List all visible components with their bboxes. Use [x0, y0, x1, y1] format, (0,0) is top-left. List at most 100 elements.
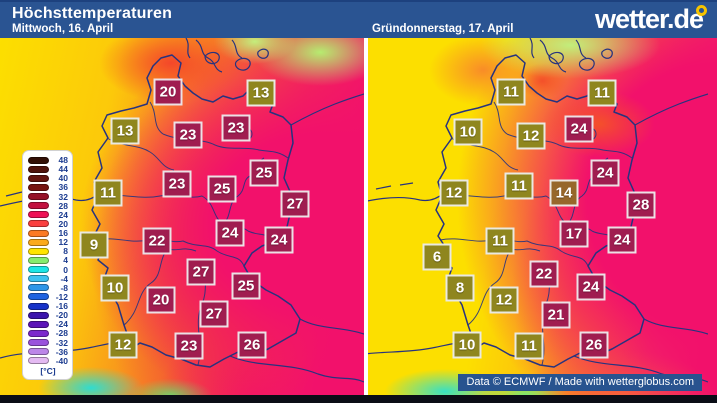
legend-value: 40: [58, 173, 68, 184]
temp-label: 11: [587, 79, 617, 107]
legend-color-swatch: [28, 165, 49, 173]
legend-value: 4: [63, 255, 68, 266]
legend-color-swatch: [28, 256, 49, 264]
legend-value: 44: [58, 164, 68, 175]
temp-label: 13: [110, 117, 140, 145]
legend-row: -20: [28, 311, 68, 319]
legend-value: 0: [63, 264, 68, 275]
temp-label: 20: [146, 286, 176, 314]
legend-value: -36: [55, 346, 68, 357]
legend-row: -36: [28, 346, 68, 357]
legend-row: 44: [28, 165, 68, 173]
temp-label: 26: [237, 331, 267, 359]
left-map-date: Mittwoch, 16. April: [12, 23, 114, 35]
temp-label: 28: [626, 191, 656, 219]
temp-label: 12: [516, 122, 546, 150]
legend-value: -16: [55, 301, 68, 311]
temp-label: 23: [162, 170, 192, 198]
temp-label: 11: [514, 332, 544, 360]
legend-row: -28: [28, 328, 68, 339]
temp-label: 12: [489, 286, 519, 314]
page-title: Höchsttemperaturen: [12, 5, 173, 22]
temp-label: 24: [564, 115, 594, 143]
legend-row: -40: [28, 357, 68, 365]
maps-container: 20 13 13 23 23 11 23 25 25 27 9 22 24 24 10 27 25 20 27 12 2…: [0, 38, 717, 395]
legend-row: -16: [28, 302, 68, 310]
map-right: 11 11 10 12 24 12 11 14 24 28 6 11 17 24 8 22 24 12 21 10 11…: [368, 38, 717, 395]
legend-color-swatch: [28, 202, 49, 210]
legend-value: -12: [55, 291, 68, 302]
legend-value: 36: [58, 182, 68, 193]
legend-row: 48: [28, 156, 68, 164]
temp-label: 11: [485, 227, 515, 255]
legend-row: -8: [28, 284, 68, 292]
legend-value: 20: [58, 218, 68, 229]
legend-color-swatch: [28, 229, 49, 237]
header: Höchsttemperaturen Mittwoch, 16. April G…: [0, 0, 717, 38]
legend-value: -32: [55, 337, 68, 348]
temp-label: 27: [199, 300, 229, 328]
legend-color-swatch: [28, 238, 49, 246]
legend-color-swatch: [28, 220, 49, 228]
temp-label: 9: [79, 231, 109, 259]
legend-color-swatch: [28, 193, 49, 200]
temp-label: 24: [264, 226, 294, 254]
legend-color-swatch: [28, 311, 49, 319]
brand-logo[interactable]: wetter.de: [594, 4, 707, 35]
legend-color-swatch: [28, 183, 49, 191]
legend-row: 4: [28, 255, 68, 266]
legend-value: 28: [58, 200, 68, 211]
legend-value: 16: [58, 228, 68, 238]
legend-color-swatch: [28, 275, 49, 283]
legend-row: 36: [28, 182, 68, 193]
legend-value: -20: [55, 310, 68, 321]
temp-label: 26: [579, 331, 609, 359]
temp-label: 20: [153, 78, 183, 106]
attribution: Data © ECMWF / Made with wetterglobus.co…: [458, 374, 702, 391]
temp-label: 10: [453, 118, 483, 146]
legend-color-swatch: [28, 357, 49, 365]
temp-label: 23: [173, 121, 203, 149]
temp-label: 25: [231, 272, 261, 300]
legend-value: -4: [60, 273, 68, 284]
temp-label: 8: [445, 274, 475, 302]
legend-color-swatch: [28, 320, 49, 328]
temp-label: 12: [108, 331, 138, 359]
legend-color-swatch: [28, 156, 49, 164]
temp-label: 11: [93, 179, 123, 207]
legend-row: 40: [28, 173, 68, 184]
legend-row: 0: [28, 264, 68, 275]
temp-label: 24: [576, 273, 606, 301]
temp-label: 6: [422, 243, 452, 271]
legend-row: -4: [28, 273, 68, 284]
legend-row: 16: [28, 229, 68, 237]
legend-value: 32: [58, 191, 68, 202]
temp-label: 23: [174, 332, 204, 360]
legend-row: 12: [28, 238, 68, 246]
temp-label: 25: [207, 175, 237, 203]
temp-label: 13: [246, 79, 276, 107]
legend-color-swatch: [28, 293, 49, 301]
legend-row: 20: [28, 220, 68, 228]
temp-label: 24: [607, 226, 637, 254]
legend-color-swatch: [28, 302, 49, 310]
temp-label: 22: [142, 227, 172, 255]
legend-value: 48: [58, 155, 68, 165]
legend-row: -32: [28, 337, 68, 348]
legend-value: -28: [55, 328, 68, 339]
temp-label: 22: [529, 260, 559, 288]
temp-label: 14: [549, 179, 579, 207]
temp-label: 27: [186, 258, 216, 286]
legend-row: -24: [28, 320, 68, 329]
legend-value: 24: [58, 209, 68, 220]
legend-color-swatch: [28, 266, 49, 273]
temp-label: 11: [504, 172, 534, 200]
legend-value: 8: [63, 246, 68, 257]
brand-logo-text: wetter.de: [594, 4, 704, 34]
legend-unit: [°C]: [40, 366, 56, 376]
temp-label: 25: [249, 159, 279, 187]
temp-label: 24: [590, 159, 620, 187]
temp-label: 11: [496, 78, 526, 106]
legend-row: -12: [28, 293, 68, 301]
